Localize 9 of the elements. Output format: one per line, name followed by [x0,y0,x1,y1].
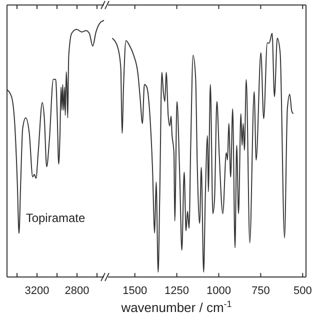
x-tick-label: 750 [252,285,270,297]
x-tick-label: 3200 [24,285,50,297]
x-tick-label: 1250 [164,285,190,297]
x-tick-label: 2800 [64,285,90,297]
annotation: Topiramate [26,211,86,225]
x-tick-label: 1000 [206,285,231,297]
x-tick-label: 500 [293,285,312,297]
x-tick-label: 1500 [122,285,148,297]
x-axis-title: wavenumber / cm$^{-1}$ [120,299,232,315]
